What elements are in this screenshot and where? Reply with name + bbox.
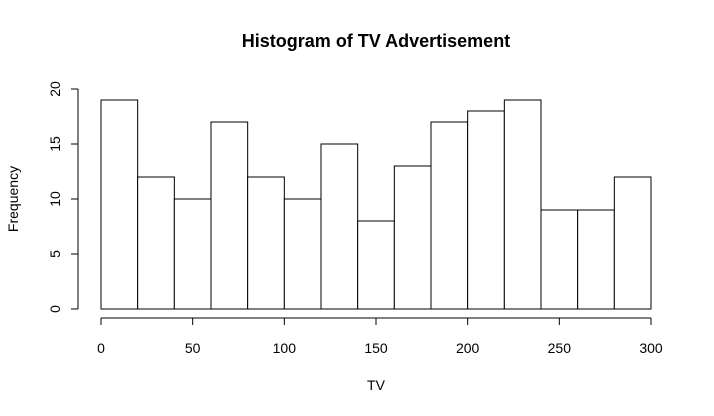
x-axis: 0 50 100 150 200 250 300 (97, 317, 663, 356)
x-tick-label: 200 (456, 340, 480, 356)
bars-group (100, 99, 652, 310)
histogram-bar (540, 209, 579, 310)
x-axis-label: TV (367, 377, 386, 393)
histogram-bar (247, 176, 285, 310)
y-tick-label: 20 (47, 81, 63, 97)
y-tick-label: 5 (47, 250, 63, 258)
x-tick-label: 150 (364, 340, 388, 356)
histogram-bar (283, 198, 322, 310)
chart-title: Histogram of TV Advertisement (242, 31, 510, 51)
histogram-bar (393, 165, 432, 310)
histogram-bar (503, 99, 542, 310)
histogram-bar (430, 121, 469, 310)
x-tick-label: 250 (548, 340, 572, 356)
x-tick-label: 50 (185, 340, 201, 356)
histogram-bar (173, 198, 212, 310)
y-tick-label: 15 (47, 136, 63, 152)
histogram-bar (357, 220, 395, 310)
histogram-bar (467, 110, 505, 310)
x-tick-label: 100 (273, 340, 297, 356)
histogram-bar (100, 99, 139, 310)
y-tick-label: 0 (47, 305, 63, 313)
histogram-bar (577, 209, 615, 310)
y-axis-label: Frequency (5, 166, 21, 232)
histogram-bar (320, 143, 359, 310)
histogram-bar (613, 176, 652, 310)
y-axis: 0 5 10 15 20 (47, 81, 79, 313)
y-tick-label: 10 (47, 191, 63, 207)
histogram-bar (137, 176, 175, 310)
x-tick-label: 300 (639, 340, 663, 356)
histogram-bar (210, 121, 249, 310)
x-tick-label: 0 (97, 340, 105, 356)
